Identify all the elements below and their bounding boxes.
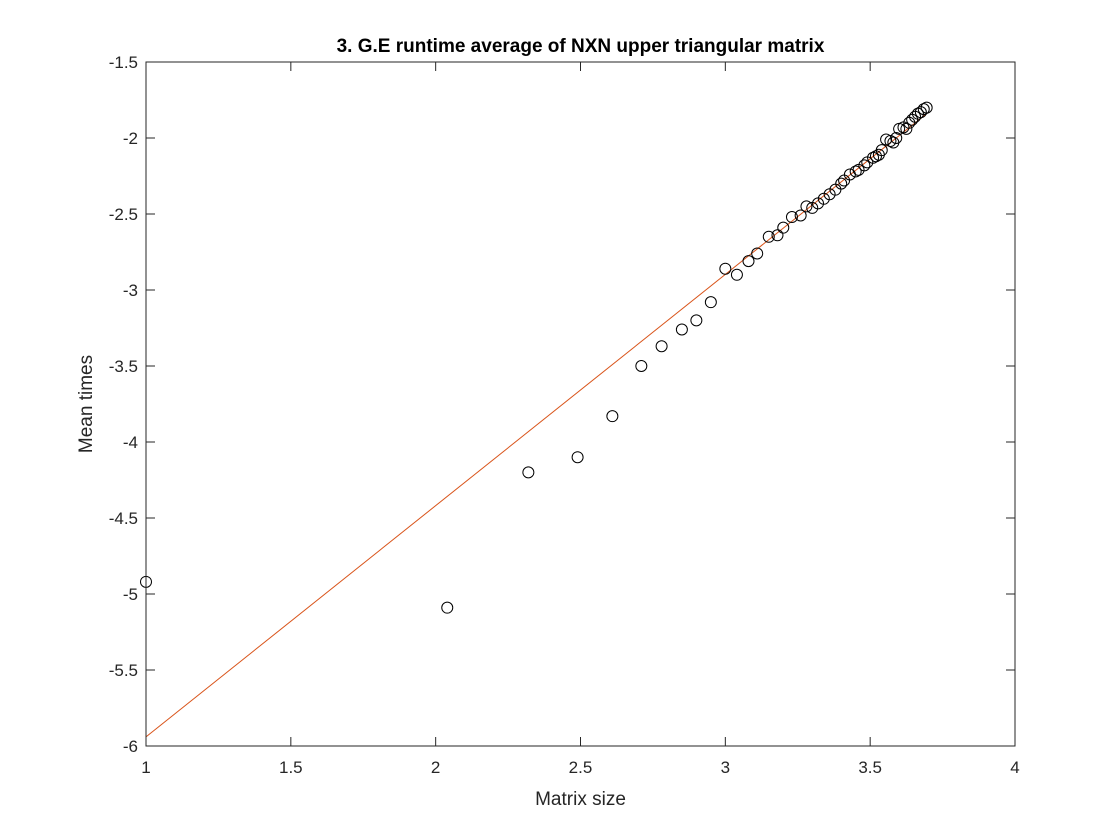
y-tick-label: -4.5 xyxy=(109,509,138,528)
x-tick-label: 2.5 xyxy=(569,758,593,777)
y-tick-label: -2 xyxy=(123,129,138,148)
data-point xyxy=(900,122,913,135)
chart-title: 3. G.E runtime average of NXN upper tria… xyxy=(337,36,825,57)
data-point xyxy=(571,451,584,464)
data-point xyxy=(655,340,668,353)
data-point xyxy=(635,360,648,372)
data-point xyxy=(867,151,880,164)
x-tick-label: 4 xyxy=(1010,758,1019,777)
data-point xyxy=(730,268,743,281)
x-axis-ticks: 1 1.5 2 2.5 3 3.5 4 xyxy=(141,62,1020,777)
fit-line-layer xyxy=(145,113,927,738)
y-tick-label: -4 xyxy=(123,433,138,452)
x-tick-label: 2 xyxy=(431,758,440,777)
data-point xyxy=(742,255,755,268)
data-point xyxy=(875,144,888,157)
y-tick-label: -6 xyxy=(123,737,138,756)
data-point xyxy=(690,314,703,327)
data-point xyxy=(441,601,454,614)
data-point xyxy=(704,296,717,309)
y-axis-label: Mean times xyxy=(76,355,97,453)
data-point xyxy=(719,262,732,275)
data-point xyxy=(675,323,688,336)
data-point xyxy=(858,159,871,172)
y-axis-ticks: -6 -5.5 -5 -4.5 -4 -3.5 -3 -2.5 -2 -1.5 xyxy=(109,53,1015,756)
y-tick-label: -3.5 xyxy=(109,357,138,376)
data-point xyxy=(794,209,807,222)
x-tick-label: 1 xyxy=(141,758,150,777)
y-tick-label: -2.5 xyxy=(109,205,138,224)
data-point xyxy=(771,229,784,242)
y-tick-label: -5.5 xyxy=(109,661,138,680)
data-point xyxy=(777,221,790,234)
x-tick-label: 3 xyxy=(721,758,730,777)
data-point xyxy=(522,466,535,479)
y-tick-label: -5 xyxy=(123,585,138,604)
fit-line xyxy=(145,113,927,738)
data-point xyxy=(917,103,930,116)
data-point xyxy=(785,211,798,224)
data-point xyxy=(762,230,775,243)
data-point xyxy=(751,247,764,260)
x-axis-label: Matrix size xyxy=(535,789,626,810)
data-point xyxy=(849,165,862,178)
data-point xyxy=(920,101,933,114)
plot-area xyxy=(146,62,1015,746)
y-tick-label: -3 xyxy=(123,281,138,300)
data-point xyxy=(890,132,903,144)
data-point xyxy=(884,135,897,148)
x-tick-label: 1.5 xyxy=(279,758,303,777)
x-tick-label: 3.5 xyxy=(858,758,882,777)
data-point xyxy=(835,177,848,190)
y-tick-label: -1.5 xyxy=(109,53,138,72)
data-point xyxy=(800,200,813,213)
data-point xyxy=(606,410,619,423)
